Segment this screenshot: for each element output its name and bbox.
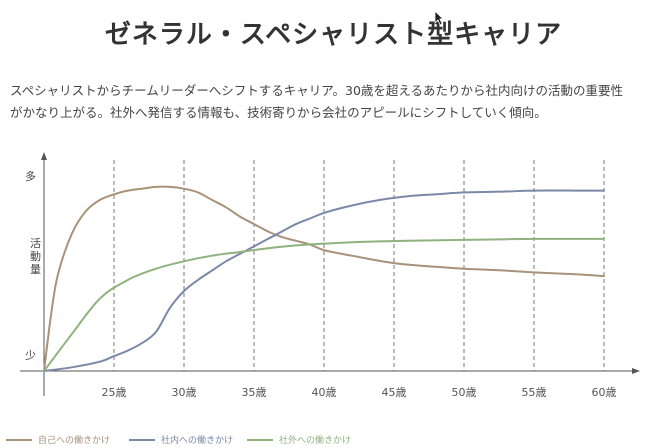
gridlines: [113, 160, 605, 371]
x-tick-label: 35歳: [242, 386, 267, 399]
y-bottom-label: 少: [25, 349, 36, 362]
page-title: ゼネラル・スペシャリスト型キャリア: [104, 20, 563, 50]
y-axis-label: 活動量: [30, 237, 41, 276]
x-tick-label: 55歳: [522, 386, 547, 399]
x-tick-label: 40歳: [312, 386, 337, 399]
tick-labels: 25歳 30歳 35歳 40歳 45歳 50歳 55歳 60歳: [102, 386, 617, 399]
legend-label: 自己への働きかけ: [38, 434, 110, 446]
intro-line: スペシャリストからチームリーダーへシフトするキャリア。30歳を超えるあたりから社…: [10, 83, 624, 98]
axes: 多 少 活動量: [20, 152, 640, 396]
career-activity-chart: 多 少 活動量 25歳 30歳 35歳 40歳 45歳 50歳 55歳 60歳 自己への働きか…: [6, 152, 640, 446]
x-axis-arrow: [632, 368, 640, 374]
x-tick-label: 25歳: [102, 386, 127, 399]
series-line: [43, 189, 605, 372]
x-tick-label: 60歳: [592, 386, 617, 399]
x-tick-label: 45歳: [382, 386, 407, 399]
y-axis-arrow: [41, 152, 47, 160]
x-tick-label: 30歳: [172, 386, 197, 399]
series-line: [43, 185, 605, 372]
x-tick-label: 50歳: [452, 386, 477, 399]
intro-paragraph: スペシャリストからチームリーダーへシフトするキャリア。30歳を超えるあたりから社…: [10, 80, 650, 124]
y-top-label: 多: [25, 169, 36, 183]
series-line: [43, 237, 605, 372]
series-lines: [43, 185, 605, 372]
intro-line: がかなり上がる。社外へ発信する情報も、技術寄りから会社のアピールにシフトしていく…: [10, 105, 547, 120]
legend: 自己への働きかけ 社内への働きかけ 社外への働きかけ: [6, 434, 351, 446]
legend-label: 社外への働きかけ: [279, 434, 351, 446]
mouse-cursor-icon: [434, 10, 444, 26]
legend-label: 社内への働きかけ: [161, 434, 233, 446]
